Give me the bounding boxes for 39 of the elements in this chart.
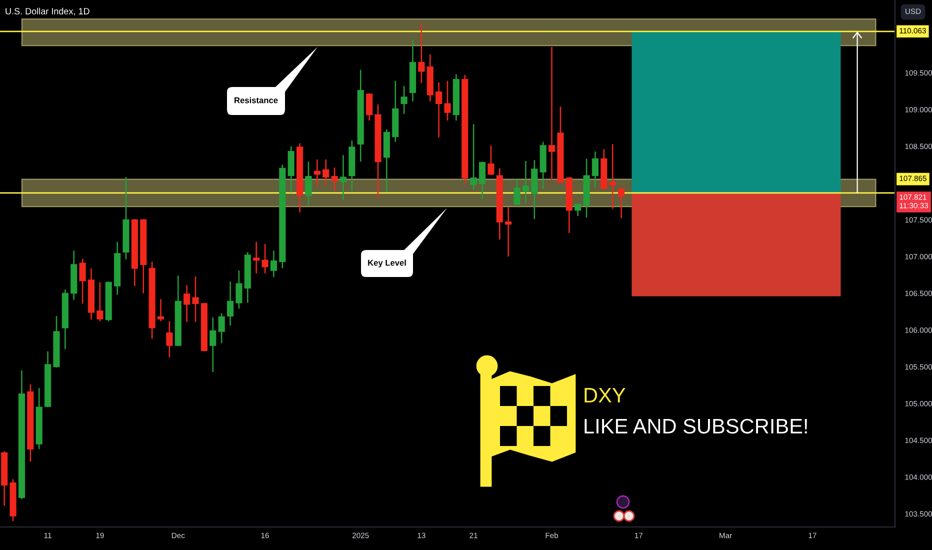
candlestick bbox=[157, 298, 164, 322]
candlestick bbox=[418, 22, 425, 84]
candlestick bbox=[236, 270, 242, 310]
candlestick bbox=[470, 124, 477, 190]
candlestick bbox=[262, 243, 268, 274]
candlestick bbox=[592, 150, 599, 188]
candlestick bbox=[218, 312, 225, 344]
candlestick bbox=[322, 158, 330, 187]
candlestick bbox=[253, 241, 260, 274]
candlestick bbox=[444, 80, 451, 122]
annotation: LIKE AND SUBSCRIBE! bbox=[584, 418, 807, 434]
candlestick bbox=[314, 158, 320, 187]
candlestick bbox=[340, 154, 347, 201]
candlestick bbox=[514, 178, 520, 206]
annotation: DXY bbox=[584, 388, 626, 402]
candlestick bbox=[488, 144, 494, 176]
candlestick bbox=[400, 85, 408, 115]
annotation: Key Level bbox=[368, 260, 406, 268]
candlestick bbox=[574, 202, 582, 217]
candlestick bbox=[436, 82, 442, 138]
candlestick bbox=[522, 160, 529, 204]
candlestick bbox=[210, 316, 216, 373]
candlestick bbox=[226, 280, 234, 326]
candlestick bbox=[96, 282, 104, 322]
candlestick bbox=[166, 320, 173, 358]
candlestick bbox=[331, 166, 338, 192]
annotation: Resistance bbox=[234, 97, 278, 104]
candlestick bbox=[79, 258, 86, 304]
candlestick bbox=[609, 143, 616, 210]
candlestick bbox=[548, 46, 556, 182]
candlestick bbox=[478, 161, 486, 200]
candlestick bbox=[505, 206, 512, 258]
candlestick bbox=[305, 161, 312, 206]
candlestick bbox=[618, 188, 625, 219]
candlestick bbox=[192, 276, 199, 323]
candlestick bbox=[184, 284, 190, 323]
candlestick bbox=[270, 250, 277, 278]
text: U.S. Dollar Index, 1D bbox=[6, 8, 90, 16]
candlestick bbox=[366, 92, 373, 122]
